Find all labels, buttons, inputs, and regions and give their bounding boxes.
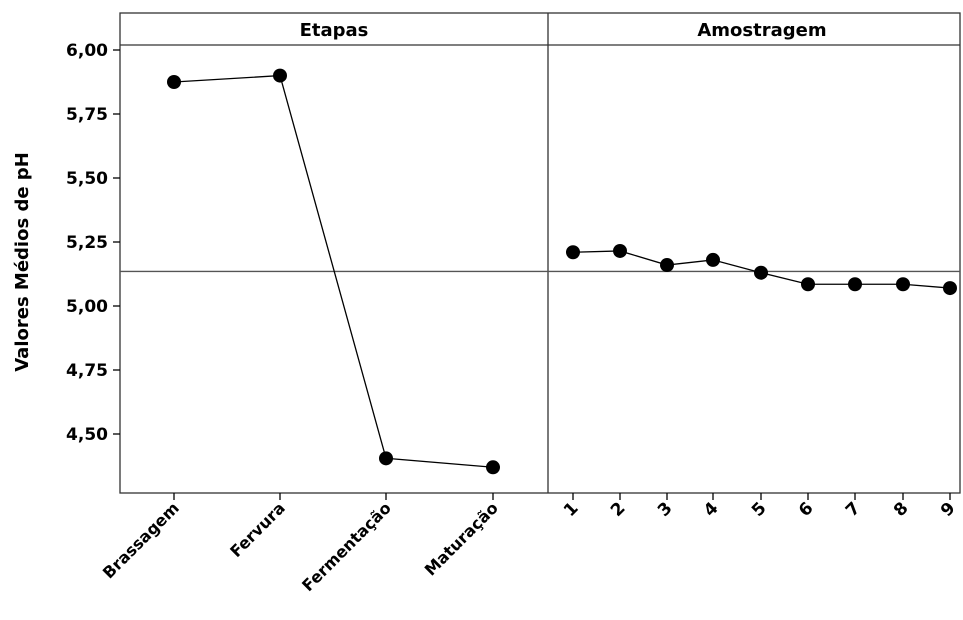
panel-title-amostragem: Amostragem <box>697 20 826 41</box>
y-tick-label: 5,50 <box>66 169 108 189</box>
x-tick-label: 3 <box>654 498 677 521</box>
x-tick-label: Fervura <box>226 498 289 561</box>
series-line-0 <box>173 74 494 468</box>
x-tick-label: Maturação <box>421 498 502 579</box>
y-axis-label: Valores Médios de pH <box>12 152 33 372</box>
x-tick-label: Fermentação <box>298 498 395 595</box>
series <box>167 68 957 475</box>
data-point <box>613 243 627 258</box>
y-tick-label: 4,50 <box>66 425 108 445</box>
data-point <box>943 281 957 296</box>
x-tick-label: 2 <box>607 498 630 521</box>
x-tick-label: 9 <box>937 498 960 521</box>
data-point <box>379 451 393 466</box>
data-point <box>660 258 674 273</box>
data-point <box>566 245 580 260</box>
data-point <box>167 75 181 89</box>
data-point <box>801 277 815 292</box>
y-tick-label: 5,00 <box>66 297 108 317</box>
chart-frame <box>119 12 961 494</box>
x-tick-label: 4 <box>700 498 723 521</box>
x-tick-label: 5 <box>748 498 771 521</box>
panel-title-etapas: Etapas <box>300 20 369 41</box>
y-tick-label: 5,25 <box>66 233 108 253</box>
y-tick-label: 4,75 <box>66 361 108 381</box>
panel-titles: Etapas Amostragem <box>300 20 827 41</box>
data-point <box>486 460 500 475</box>
x-tick-label: 1 <box>560 498 583 521</box>
x-axis-ticks: Brassagem Fervura Fermentação Maturação 1 2 3 4… <box>99 493 960 595</box>
y-axis-ticks: 6,00 5,75 5,50 5,25 5,00 4,75 4,50 <box>66 41 120 445</box>
y-tick-label: 5,75 <box>66 105 108 125</box>
data-point <box>848 277 862 292</box>
x-tick-label: 7 <box>842 498 865 521</box>
data-point <box>273 68 287 83</box>
x-tick-label: Brassagem <box>99 498 183 582</box>
x-tick-label: 6 <box>795 498 818 521</box>
data-point <box>896 277 910 292</box>
plot-border <box>119 12 961 494</box>
data-point <box>754 265 768 280</box>
x-tick-label: 8 <box>890 498 913 521</box>
y-tick-label: 6,00 <box>66 41 108 61</box>
data-point <box>706 252 720 267</box>
